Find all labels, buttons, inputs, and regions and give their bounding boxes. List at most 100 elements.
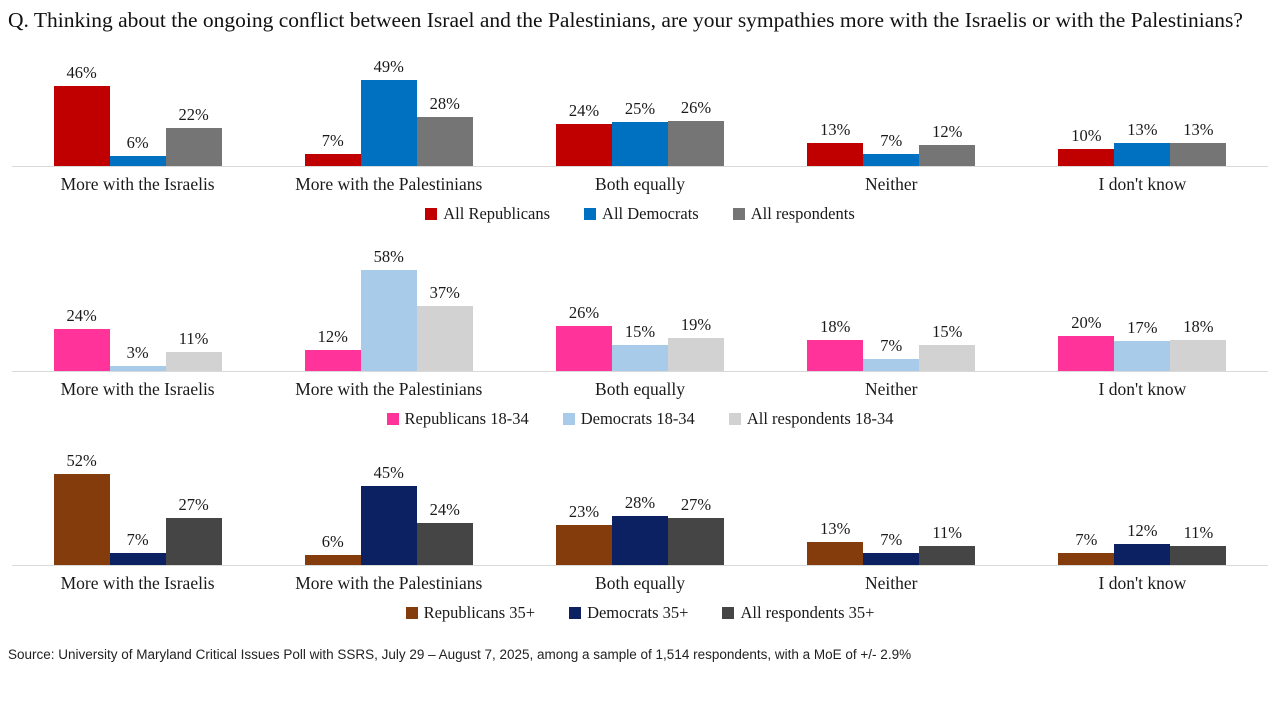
- bar: 46%: [53, 63, 110, 167]
- chart-row-35-plus: 52% 7% 27% 6% 45% 24% 23% 28% 27% 13% 7% 11% 7% 12% 11…: [0, 449, 1280, 625]
- legend-label: All Democrats: [602, 204, 699, 224]
- bar: 24%: [556, 101, 612, 167]
- bar-rect: [165, 517, 222, 566]
- bar-rect: [1170, 143, 1227, 167]
- legend-swatch: [425, 208, 438, 221]
- category-label: Neither: [864, 573, 918, 594]
- bar: 37%: [416, 283, 473, 372]
- bar-value-label: 19%: [680, 314, 712, 334]
- bar-value-label: 25%: [624, 99, 656, 119]
- bar-value-label: 12%: [317, 327, 348, 347]
- bar: 7%: [1058, 530, 1115, 566]
- bar-rect: [807, 339, 864, 372]
- category-label: More with the Palestinians: [295, 174, 483, 195]
- bar-rect: [53, 85, 110, 167]
- bar-value-label: 18%: [1183, 316, 1214, 336]
- bar-value-label: 18%: [820, 316, 851, 336]
- bar-value-label: 13%: [820, 519, 851, 539]
- bar: 7%: [863, 336, 920, 372]
- bar-rect: [1058, 148, 1115, 167]
- bar: 24%: [416, 500, 473, 566]
- bar-rect: [1114, 143, 1171, 167]
- source-note: Source: University of Maryland Critical …: [8, 647, 912, 663]
- bar-group: 20% 17% 18%: [1017, 244, 1268, 372]
- bar-group: 12% 58% 37%: [263, 244, 514, 372]
- category-label: Neither: [864, 379, 918, 400]
- category-label: Both equally: [595, 174, 685, 195]
- bar: 11%: [165, 329, 222, 372]
- legend-label: All respondents 18-34: [746, 409, 894, 429]
- legend-item: All Democrats: [584, 204, 699, 224]
- legend-label: Republicans 35+: [423, 603, 536, 623]
- bar: 6%: [109, 133, 166, 167]
- bar-rect: [1170, 339, 1227, 372]
- legend-item: Democrats 18-34: [562, 409, 695, 429]
- bar: 13%: [807, 519, 864, 566]
- legend-swatch: [722, 607, 735, 620]
- bar-group: 13% 7% 12%: [766, 55, 1017, 167]
- bar-rect: [416, 306, 473, 372]
- bar-value-label: 24%: [429, 500, 460, 520]
- bar-group: 7% 49% 28%: [263, 55, 514, 167]
- bar-rect: [807, 542, 864, 566]
- bar-rect: [919, 344, 976, 372]
- bar-group: 24% 25% 26%: [514, 55, 765, 167]
- category-label: Neither: [864, 174, 918, 195]
- bar-value-label: 23%: [568, 501, 600, 521]
- bar-rect: [1170, 545, 1227, 566]
- bar: 45%: [360, 463, 417, 566]
- bar: 7%: [109, 530, 166, 566]
- bar: 25%: [612, 99, 668, 167]
- legend-item: Republicans 18-34: [386, 409, 529, 429]
- bar-rect: [360, 486, 417, 566]
- legend-swatch: [562, 413, 575, 426]
- legend-item: All Republicans: [425, 204, 550, 224]
- category-label: More with the Palestinians: [295, 379, 483, 400]
- bar-value-label: 7%: [880, 529, 903, 549]
- bar-value-label: 37%: [429, 283, 460, 303]
- bar: 27%: [165, 495, 222, 566]
- bar-value-label: 13%: [1127, 120, 1158, 140]
- bar-rect: [109, 365, 166, 372]
- bar: 28%: [612, 493, 668, 566]
- bar-value-label: 24%: [66, 306, 97, 326]
- bar: 58%: [360, 246, 417, 372]
- bar-group: 6% 45% 24%: [263, 449, 514, 566]
- bar-value-label: 45%: [373, 463, 404, 483]
- chart-row-18-34: 24% 3% 11% 12% 58% 37% 26% 15% 19% 18% 7% 15% 20% 17%…: [0, 244, 1280, 431]
- question-title: Q. Thinking about the ongoing conflict b…: [8, 8, 1243, 32]
- bar: 18%: [807, 316, 864, 372]
- plot-area: 52% 7% 27% 6% 45% 24% 23% 28% 27% 13% 7% 11% 7% 12% 11…: [12, 449, 1268, 567]
- bar-rect: [304, 153, 361, 167]
- category-axis: More with the Israelis More with the Pale…: [12, 566, 1268, 594]
- bar: 23%: [556, 501, 612, 566]
- bar-rect: [1114, 544, 1171, 566]
- bar: 7%: [863, 529, 920, 566]
- bar-rect: [612, 516, 668, 566]
- bar-rect: [668, 337, 724, 372]
- category-label: I don't know: [1098, 573, 1187, 594]
- legend: Republicans 35+ Democrats 35+ All responde…: [12, 594, 1268, 625]
- bar-value-label: 58%: [373, 246, 404, 266]
- bar-value-label: 20%: [1071, 313, 1102, 333]
- bar-group: 23% 28% 27%: [514, 449, 765, 566]
- bar: 6%: [304, 532, 361, 566]
- bar: 12%: [919, 122, 976, 167]
- bar-group: 24% 3% 11%: [12, 244, 263, 372]
- bar-value-label: 11%: [1183, 522, 1214, 542]
- bar-rect: [1058, 552, 1115, 566]
- bar: 17%: [1114, 318, 1171, 372]
- bar-rect: [165, 127, 222, 167]
- legend-label: Republicans 18-34: [404, 409, 529, 429]
- category-label: I don't know: [1098, 379, 1187, 400]
- legend-item: All respondents: [732, 204, 855, 224]
- legend-label: All Republicans: [443, 204, 551, 224]
- bar-rect: [304, 554, 361, 566]
- bar: 26%: [556, 303, 612, 372]
- bar: 18%: [1170, 316, 1227, 372]
- legend-item: Republicans 35+: [405, 603, 536, 623]
- category-label: More with the Palestinians: [295, 573, 483, 594]
- bar-group: 46% 6% 22%: [12, 55, 263, 167]
- bar: 7%: [304, 131, 361, 167]
